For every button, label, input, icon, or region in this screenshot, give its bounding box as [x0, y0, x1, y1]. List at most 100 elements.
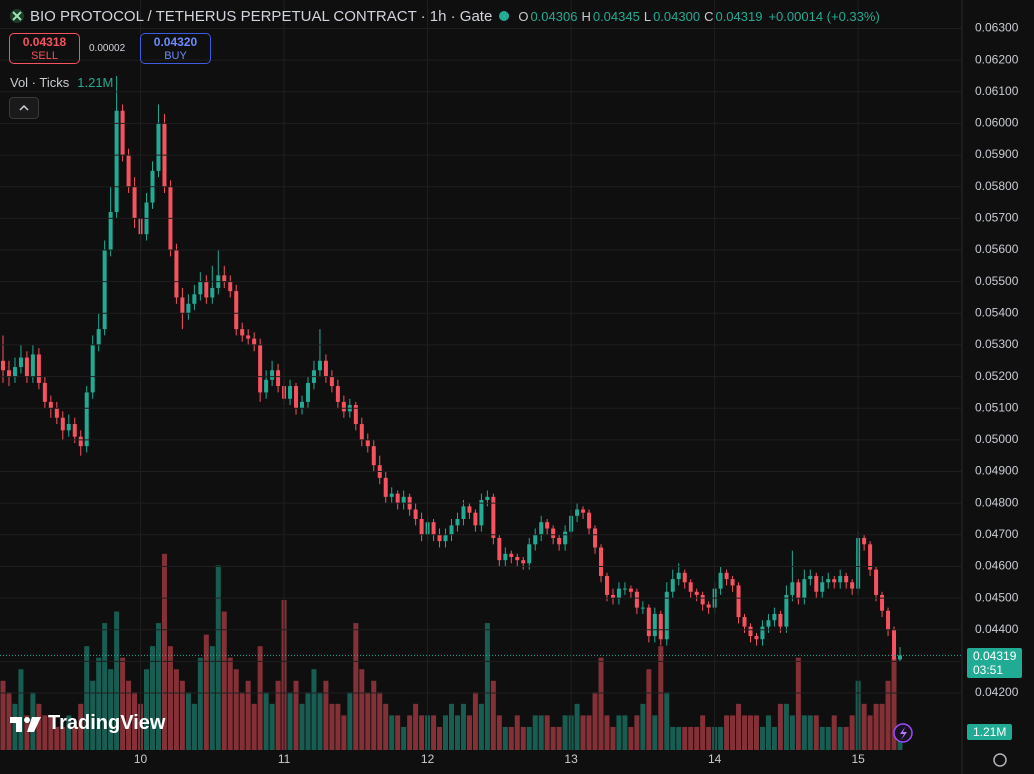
last-price-tag: 0.04319 03:51 — [967, 648, 1023, 678]
volume-bar — [478, 703, 484, 750]
candle-body — [868, 544, 873, 570]
candle-body — [844, 575, 849, 583]
collapse-button[interactable] — [9, 97, 39, 119]
volume-bar — [520, 726, 526, 750]
x-tick-label: 13 — [564, 752, 578, 766]
volume-bar — [718, 726, 724, 750]
volume-bar — [84, 646, 90, 750]
volume-bar — [96, 657, 102, 750]
ohlc-key: C — [704, 8, 714, 24]
candle-body — [42, 382, 47, 402]
volume-bar — [771, 726, 777, 750]
y-tick-label: 0.04500 — [975, 590, 1019, 604]
status-dot — [499, 11, 510, 21]
candle-body — [252, 338, 257, 345]
buy-button[interactable]: 0.04320 BUY — [140, 33, 211, 64]
volume-bar — [173, 669, 179, 750]
settings-icon[interactable] — [993, 753, 1007, 767]
volume-bar — [652, 715, 658, 750]
candle-body — [84, 392, 89, 447]
volume-bar — [616, 715, 622, 750]
candle-body — [497, 537, 502, 561]
last-price: 0.04319 — [973, 649, 1017, 663]
brand: TradingView — [10, 712, 165, 735]
candle-body — [575, 509, 580, 516]
volume-bar — [777, 703, 783, 750]
y-tick-label: 0.05300 — [975, 337, 1019, 351]
candle-body — [760, 626, 765, 640]
candle-body — [1, 360, 5, 371]
candle-body — [898, 655, 902, 660]
volume-bar — [610, 726, 616, 750]
volume-bar — [586, 715, 592, 750]
volume-bar — [383, 703, 389, 750]
candle-body — [622, 588, 627, 590]
candle-body — [132, 186, 137, 219]
candle-body — [551, 528, 556, 538]
candle-body — [820, 582, 825, 592]
candle-body — [437, 534, 442, 542]
volume-bar — [60, 726, 66, 750]
volume-bar — [54, 726, 60, 750]
candle-body — [120, 110, 125, 156]
candle-body — [6, 370, 11, 377]
volume-bar — [144, 669, 150, 750]
volume-bar — [335, 703, 341, 750]
candle-body — [431, 522, 436, 535]
volume-bar — [580, 715, 586, 750]
candle-body — [832, 579, 837, 583]
candle-body — [114, 110, 119, 213]
candle-body — [210, 287, 215, 298]
countdown: 03:51 — [973, 663, 1004, 677]
y-tick-label: 0.05000 — [975, 432, 1019, 446]
candle-body — [300, 401, 304, 409]
candle-body — [676, 572, 681, 580]
candle-body — [563, 531, 568, 545]
volume-bar — [275, 680, 281, 750]
candle-body — [294, 386, 299, 409]
volume-bar — [819, 726, 825, 750]
candle-body — [599, 547, 603, 576]
volume-bar — [891, 657, 897, 750]
candle-body — [30, 354, 35, 377]
volume-bar — [126, 680, 132, 750]
volume-bar — [353, 623, 359, 750]
candle-body — [814, 575, 819, 592]
chevron-icon — [19, 104, 29, 111]
candle-body — [790, 582, 795, 595]
candle-body — [628, 588, 633, 592]
sell-price: 0.04318 — [22, 35, 67, 49]
candle-body — [503, 553, 508, 561]
volume-bar — [102, 623, 108, 750]
sell-button[interactable]: 0.04318 SELL — [9, 33, 80, 64]
volume-bar — [18, 669, 24, 750]
volume-bar — [227, 657, 233, 750]
candle-body — [545, 522, 550, 529]
candle-body — [491, 496, 496, 538]
ohlc-value: 0.04345 — [592, 8, 640, 24]
buy-label: BUY — [164, 50, 187, 62]
candle-body — [270, 370, 275, 380]
volume-bar — [831, 715, 837, 750]
volume-bar — [556, 726, 562, 750]
candle-body — [473, 512, 478, 526]
volume-bar — [287, 692, 293, 750]
volume-bar — [203, 634, 209, 750]
ohlc-key: H — [581, 8, 591, 24]
candle-body — [180, 297, 185, 314]
volume-bar — [724, 715, 730, 750]
candle-body — [533, 534, 538, 545]
candle-body — [593, 528, 598, 548]
volume-bar — [185, 692, 191, 750]
sell-label: SELL — [31, 50, 58, 62]
volume-bar — [885, 680, 891, 750]
volume-bar — [179, 680, 185, 750]
volume-bar — [628, 726, 634, 750]
y-tick-label: 0.06200 — [975, 52, 1019, 66]
volume-bar — [66, 715, 72, 750]
volume-bar — [401, 726, 407, 750]
ohlc-value: 0.04319 — [715, 8, 763, 24]
candle-body — [90, 344, 95, 393]
volume-bar — [526, 726, 532, 750]
header: BIO PROTOCOL / TETHERUS PERPETUAL CONTRA… — [10, 6, 880, 26]
